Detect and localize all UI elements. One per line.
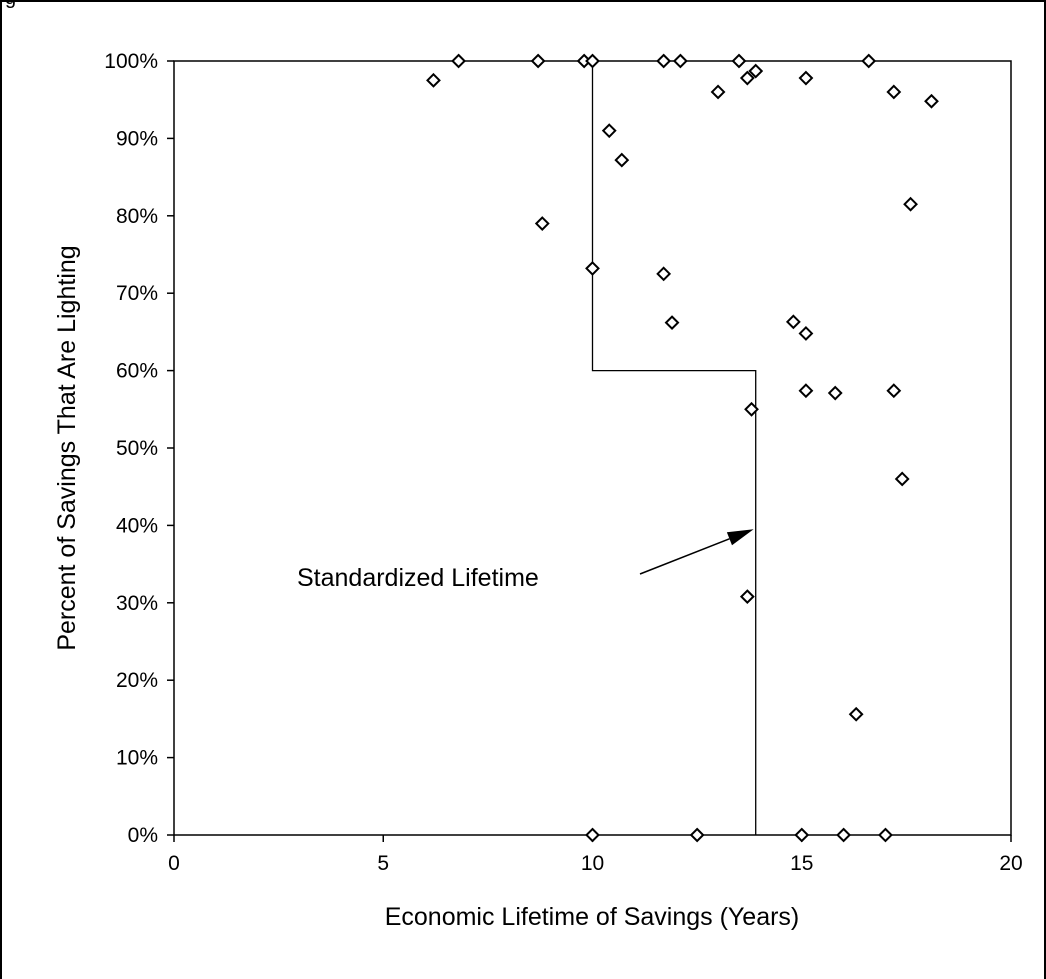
x-tick-label: 5 [377, 852, 389, 875]
data-point [798, 70, 814, 86]
data-point [827, 385, 843, 401]
y-tick-label: 0% [128, 824, 158, 847]
data-point [785, 314, 801, 330]
x-tick-label: 0 [168, 852, 180, 875]
data-points [426, 53, 939, 843]
data-point [656, 266, 672, 282]
y-axis-ticks: 0% 10% 20% 30% 40% 50% 60% 70% 80% 90% 100% [104, 50, 174, 847]
data-point [748, 63, 764, 79]
y-tick-label: 30% [116, 592, 158, 615]
data-point [903, 196, 918, 212]
data-point [689, 827, 705, 843]
data-point [794, 827, 810, 843]
data-point [585, 827, 600, 843]
data-point [451, 53, 466, 69]
data-point [601, 123, 617, 139]
data-point [614, 152, 630, 168]
data-point [731, 53, 747, 69]
data-point [656, 53, 672, 69]
annotations: Standardized Lifetime [297, 529, 754, 592]
data-point [739, 589, 755, 605]
data-point [585, 261, 600, 276]
data-point [798, 326, 814, 341]
annotation-arrow-shaft [639, 538, 730, 575]
data-point [672, 53, 688, 69]
y-tick-label: 100% [104, 50, 158, 73]
x-tick-label: 15 [790, 852, 813, 875]
data-point [426, 72, 441, 88]
x-axis-title: Economic Lifetime of Savings (Years) [385, 903, 800, 931]
data-point [848, 706, 864, 722]
y-tick-label: 80% [116, 205, 158, 228]
data-point [739, 70, 755, 86]
data-point [836, 827, 852, 843]
y-axis-title: Percent of Savings That Are Lighting [53, 245, 81, 650]
y-tick-label: 60% [116, 360, 158, 383]
data-point [664, 315, 680, 331]
y-tick-label: 70% [116, 282, 158, 305]
data-point [530, 53, 546, 69]
data-point [585, 53, 600, 69]
y-tick-label: 40% [116, 514, 158, 537]
y-tick-label: 50% [116, 437, 158, 460]
data-point [534, 216, 550, 231]
standardized-lifetime-line [591, 61, 757, 835]
y-tick-label: 20% [116, 669, 158, 692]
data-point [878, 827, 893, 843]
data-point [744, 401, 759, 417]
standardized-lifetime-step [591, 61, 757, 835]
data-point [886, 383, 902, 399]
y-tick-label: 90% [116, 127, 158, 150]
data-point [798, 383, 814, 399]
data-point [861, 53, 877, 69]
x-tick-label: 20 [999, 852, 1022, 875]
annotation-label: Standardized Lifetime [297, 564, 539, 592]
data-point [886, 84, 902, 100]
top-fragment: g [5, 0, 16, 9]
x-axis-ticks: 0 5 10 15 20 [168, 835, 1023, 875]
annotation-arrow-head [726, 529, 754, 546]
data-point [894, 471, 910, 487]
x-tick-label: 10 [581, 852, 604, 875]
data-point [924, 93, 939, 109]
data-point [710, 84, 726, 100]
y-tick-label: 10% [116, 747, 158, 770]
